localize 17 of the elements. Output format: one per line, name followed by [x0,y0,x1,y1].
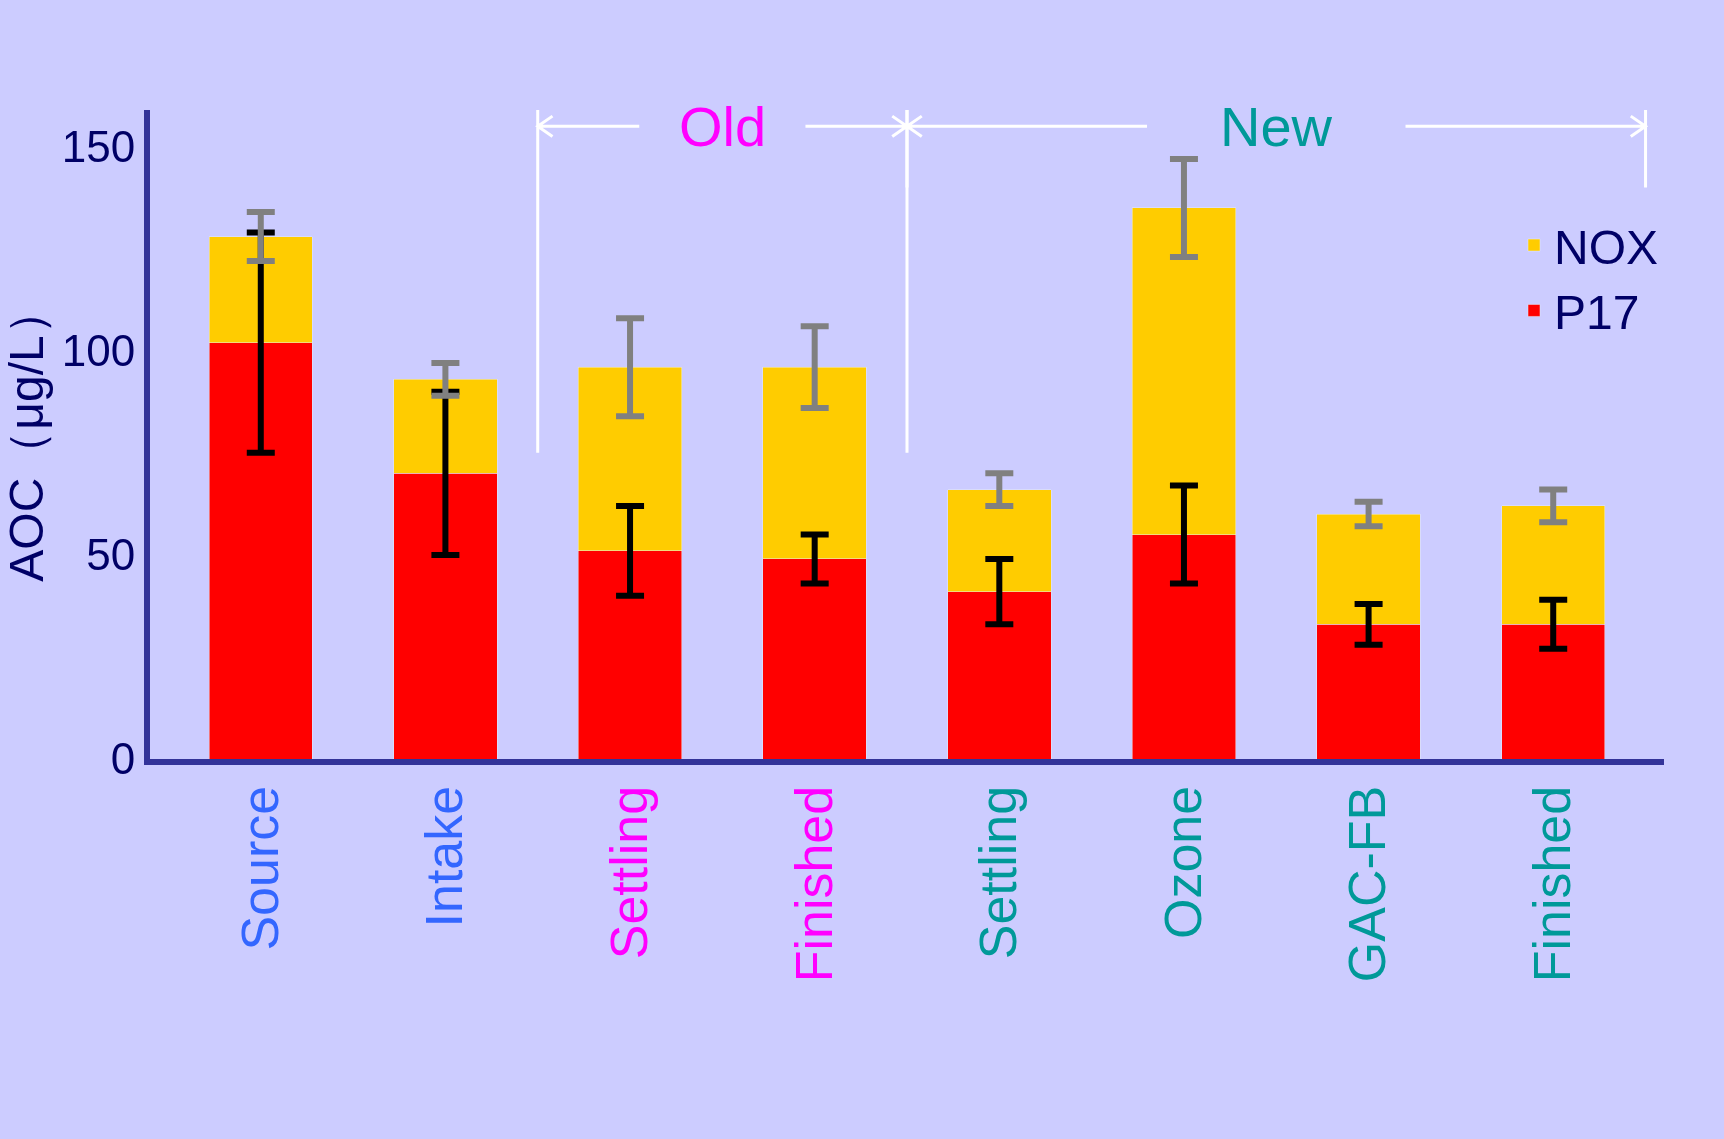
x-tick-label: Source [230,785,289,951]
y-tick-label: 0 [110,734,136,784]
y-tick-label: 150 [61,122,136,172]
x-tick-label: Ozone [1153,785,1212,940]
y-axis-title: AOC（μg/L） [0,287,53,582]
annotation: New [1220,95,1333,158]
x-tick-label: GAC-FB [1338,785,1397,983]
y-tick-label: 100 [61,326,136,376]
x-tick-label: Settling [599,785,658,960]
x-tick-label: Settling [969,785,1028,960]
x-tick-label: Finished [784,785,843,983]
x-tick-label: Intake [415,785,474,928]
legend-label: NOX [1554,220,1659,274]
y-tick-label: 50 [86,530,136,580]
x-tick-label: Finished [1523,785,1582,983]
annotation: Old [679,95,767,158]
legend-label: P17 [1554,286,1640,340]
